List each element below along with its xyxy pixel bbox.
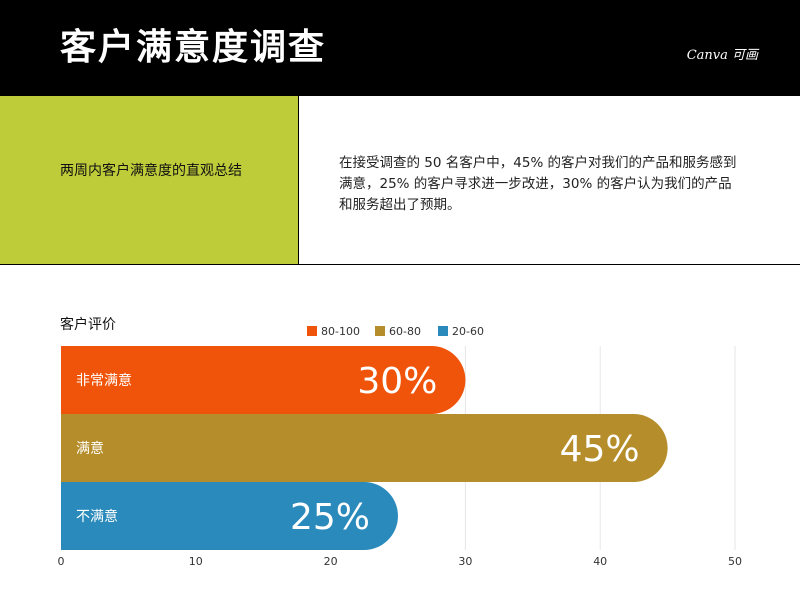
legend-swatch xyxy=(438,326,448,336)
legend-label: 20-60 xyxy=(452,325,484,338)
legend-swatch xyxy=(307,326,317,336)
x-tick-label: 40 xyxy=(593,555,607,568)
x-tick-label: 50 xyxy=(728,555,742,568)
x-tick-label: 0 xyxy=(58,555,65,568)
bar xyxy=(61,482,398,550)
summary-text: 在接受调查的 50 名客户中，45% 的客户对我们的产品和服务感到满意，25% … xyxy=(339,155,737,213)
bar-category-label: 满意 xyxy=(76,440,104,457)
bar xyxy=(61,346,466,414)
legend-label: 60-80 xyxy=(389,325,421,338)
header-bar: 客户满意度调查 Canva 可画 xyxy=(0,0,800,96)
summary-label: 两周内客户满意度的直观总结 xyxy=(60,163,242,179)
page-title: 客户满意度调查 xyxy=(60,27,327,68)
x-tick-label: 30 xyxy=(458,555,472,568)
brand-logo: Canva 可画 xyxy=(686,48,758,63)
x-tick-label: 10 xyxy=(189,555,203,568)
legend-swatch xyxy=(375,326,385,336)
bar-value-label: 30% xyxy=(357,361,437,402)
bar xyxy=(61,414,668,482)
bar-value-label: 45% xyxy=(560,429,640,470)
legend-label: 80-100 xyxy=(321,325,360,338)
summary-text-panel: 在接受调查的 50 名客户中，45% 的客户对我们的产品和服务感到满意，25% … xyxy=(299,96,800,265)
bar-category-label: 不满意 xyxy=(76,508,118,525)
chart-title: 客户评价 xyxy=(60,317,116,333)
bar-value-label: 25% xyxy=(290,497,370,538)
bar-category-label: 非常满意 xyxy=(76,372,132,389)
x-tick-label: 20 xyxy=(324,555,338,568)
summary-label-panel: 两周内客户满意度的直观总结 xyxy=(0,96,299,265)
